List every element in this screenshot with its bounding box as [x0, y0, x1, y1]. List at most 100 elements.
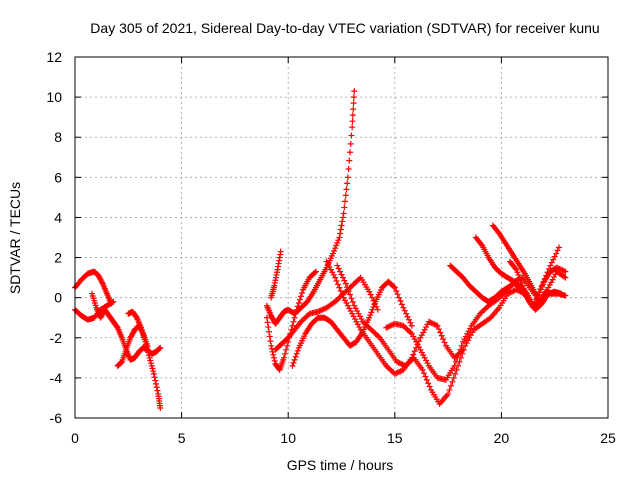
data-point [369, 294, 376, 301]
data-point [295, 300, 302, 307]
data-point [455, 350, 462, 357]
data-point [150, 370, 157, 377]
data-point [408, 322, 415, 329]
data-point [518, 279, 525, 286]
data-point [391, 284, 398, 291]
data-point [435, 326, 442, 333]
data-point [338, 271, 345, 278]
data-point [342, 280, 349, 287]
data-point [348, 132, 355, 139]
y-tick-label: 6 [54, 169, 62, 185]
data-point [349, 112, 356, 119]
data-point [562, 292, 569, 299]
data-point [349, 299, 356, 306]
data-point [334, 262, 341, 269]
data-point [147, 357, 154, 364]
data-point [554, 247, 561, 254]
data-point [336, 284, 343, 291]
series-track-17 [506, 258, 565, 313]
data-point [536, 289, 543, 296]
data-point [291, 356, 298, 363]
plot-frame [74, 56, 609, 419]
data-point [371, 301, 378, 308]
data-point [350, 106, 357, 113]
data-point [478, 241, 485, 248]
data-point [344, 180, 351, 187]
data-point [350, 94, 357, 101]
data-point [449, 378, 456, 385]
data-point [342, 198, 349, 205]
data-point [148, 362, 155, 369]
data-point [406, 316, 413, 323]
data-point [293, 350, 300, 357]
data-point [337, 226, 344, 233]
data-point [280, 354, 287, 361]
data-point [369, 306, 376, 313]
data-point [413, 344, 420, 351]
data-point [139, 329, 146, 336]
data-point [458, 342, 465, 349]
data-point [284, 342, 291, 349]
data-point [451, 362, 458, 369]
data-point [347, 291, 354, 298]
data-point [332, 274, 339, 281]
data-point [153, 380, 160, 387]
series-track-6 [268, 248, 284, 301]
data-point [397, 298, 404, 305]
data-point [339, 291, 346, 298]
data-point [454, 354, 461, 361]
data-point [425, 380, 432, 387]
data-point [335, 265, 342, 272]
data-point [534, 294, 541, 301]
series-track-3 [89, 290, 164, 363]
data-point [553, 250, 560, 257]
data-point [270, 351, 277, 358]
y-tick-label: 8 [54, 129, 62, 145]
data-point [520, 285, 527, 292]
data-point [291, 314, 298, 321]
data-point [149, 365, 156, 372]
data-point [512, 265, 519, 272]
data-point [452, 370, 459, 377]
data-point [519, 282, 526, 289]
y-tick-label: 0 [54, 290, 62, 306]
data-point [453, 366, 460, 373]
data-point [394, 291, 401, 298]
data-point [538, 283, 545, 290]
data-point [333, 242, 340, 249]
data-point [339, 218, 346, 225]
data-point [109, 299, 116, 306]
data-point [145, 352, 152, 359]
data-point [515, 271, 522, 278]
y-tick-label: 4 [54, 209, 62, 225]
data-point [374, 306, 381, 313]
data-point [535, 291, 542, 298]
x-tick-label: 0 [71, 430, 79, 446]
data-point [266, 328, 273, 335]
data-point [495, 229, 502, 236]
data-point [271, 357, 278, 364]
data-point [562, 274, 569, 281]
data-point [283, 346, 290, 353]
data-point [426, 383, 433, 390]
data-point [558, 290, 565, 297]
series-track-1 [72, 268, 115, 307]
data-point [293, 306, 300, 313]
data-point [551, 253, 558, 260]
data-point [440, 336, 447, 343]
data-point [438, 332, 445, 339]
data-point [446, 386, 453, 393]
series-track-9 [272, 274, 381, 353]
data-point [277, 248, 284, 255]
axis-ticks: 0 5 10 15 20 25 -6 -4 -2 0 2 4 6 8 10 12 [46, 49, 616, 446]
data-point [350, 100, 357, 107]
data-point [368, 309, 375, 316]
data-point [550, 256, 557, 263]
y-axis-label: SDTVAR / TECUs [7, 182, 23, 294]
data-point [347, 140, 354, 147]
data-point [517, 277, 524, 284]
data-point [337, 268, 344, 275]
data-point [452, 358, 459, 365]
data-point [263, 314, 270, 321]
